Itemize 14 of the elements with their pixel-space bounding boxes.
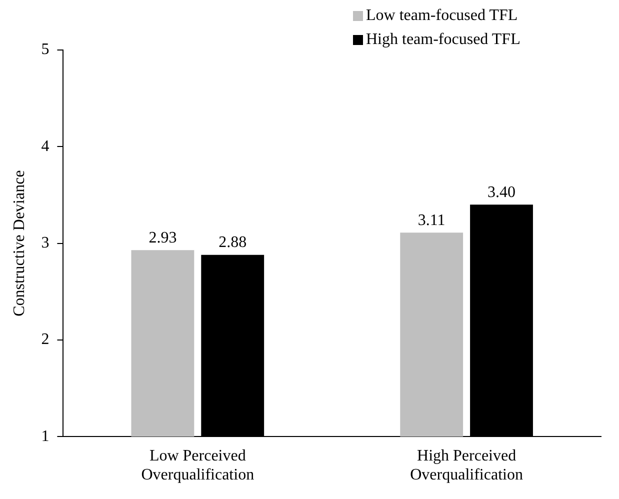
x-tick-label: Low Perceived Overqualification bbox=[141, 447, 254, 484]
legend-label: High team-focused TFL bbox=[366, 31, 520, 49]
data-label: 2.93 bbox=[148, 229, 177, 246]
data-label: 2.88 bbox=[218, 234, 247, 252]
y-tick-label: 4 bbox=[41, 138, 50, 155]
y-tick-label: 2 bbox=[41, 331, 50, 348]
y-tick-label: 1 bbox=[41, 428, 50, 445]
y-axis-title: Constructive Deviance bbox=[10, 170, 28, 316]
legend-label: Low team-focused TFL bbox=[366, 7, 518, 25]
x-tick-label: High Perceived Overqualification bbox=[410, 447, 523, 484]
data-label: 3.40 bbox=[488, 184, 516, 201]
data-label: 3.11 bbox=[418, 212, 446, 229]
y-tick-label: 3 bbox=[41, 234, 50, 252]
y-tick-label: 5 bbox=[41, 41, 50, 58]
